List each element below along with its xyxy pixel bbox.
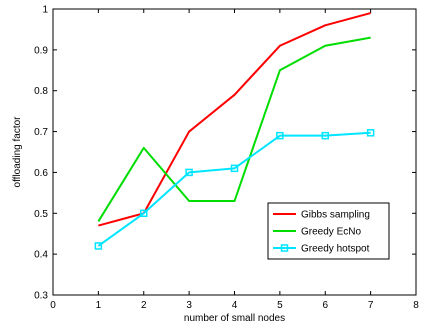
labels-layer: 0 1 2 3 4 5 6 7 8 0.3 0.4 0.5 0.6 0.7 0.8 0.9 1 number of…	[12, 5, 419, 325]
x-tick-label: 3	[186, 300, 192, 311]
legend-marker	[280, 244, 289, 252]
series-layer	[94, 12, 375, 250]
y-tick-label: 0.6	[34, 168, 48, 179]
y-tick-label: 0.4	[34, 250, 48, 261]
y-tick-label: 0.8	[34, 86, 48, 97]
data-point	[185, 168, 193, 177]
data-point	[230, 164, 239, 173]
x-axis-label: number of small nodes	[184, 313, 285, 324]
y-tick-label: 0.3	[34, 291, 48, 302]
legend-label: Greedy EcNo	[301, 227, 361, 238]
y-tick-label: 0.5	[34, 209, 48, 220]
x-tick-label: 6	[322, 300, 328, 311]
legend-label: Gibbs sampling	[301, 210, 370, 221]
y-tick-label: 0.9	[34, 45, 48, 56]
data-point	[321, 131, 329, 140]
data-point	[276, 131, 284, 140]
y-tick-label: 0.7	[34, 127, 48, 138]
legend: Gibbs sampling Greedy EcNo Greedy hotspot	[267, 202, 390, 260]
x-tick-label: 1	[96, 300, 102, 311]
x-tick-label: 5	[277, 300, 283, 311]
data-point	[94, 242, 103, 250]
data-point	[366, 129, 375, 137]
series-line-1	[97, 36, 371, 222]
series-line-2	[97, 131, 371, 247]
x-tick-label: 7	[368, 300, 374, 311]
data-point	[140, 209, 148, 218]
x-tick-label: 2	[141, 300, 147, 311]
y-tick-label: 1	[42, 5, 48, 16]
x-tick-label: 0	[50, 300, 56, 311]
legend-label: Greedy hotspot	[301, 244, 370, 255]
y-axis-label: offloading factor	[12, 116, 23, 188]
axes-layer	[52, 8, 417, 296]
x-tick-label: 4	[232, 300, 238, 311]
x-tick-label: 8	[413, 300, 419, 311]
